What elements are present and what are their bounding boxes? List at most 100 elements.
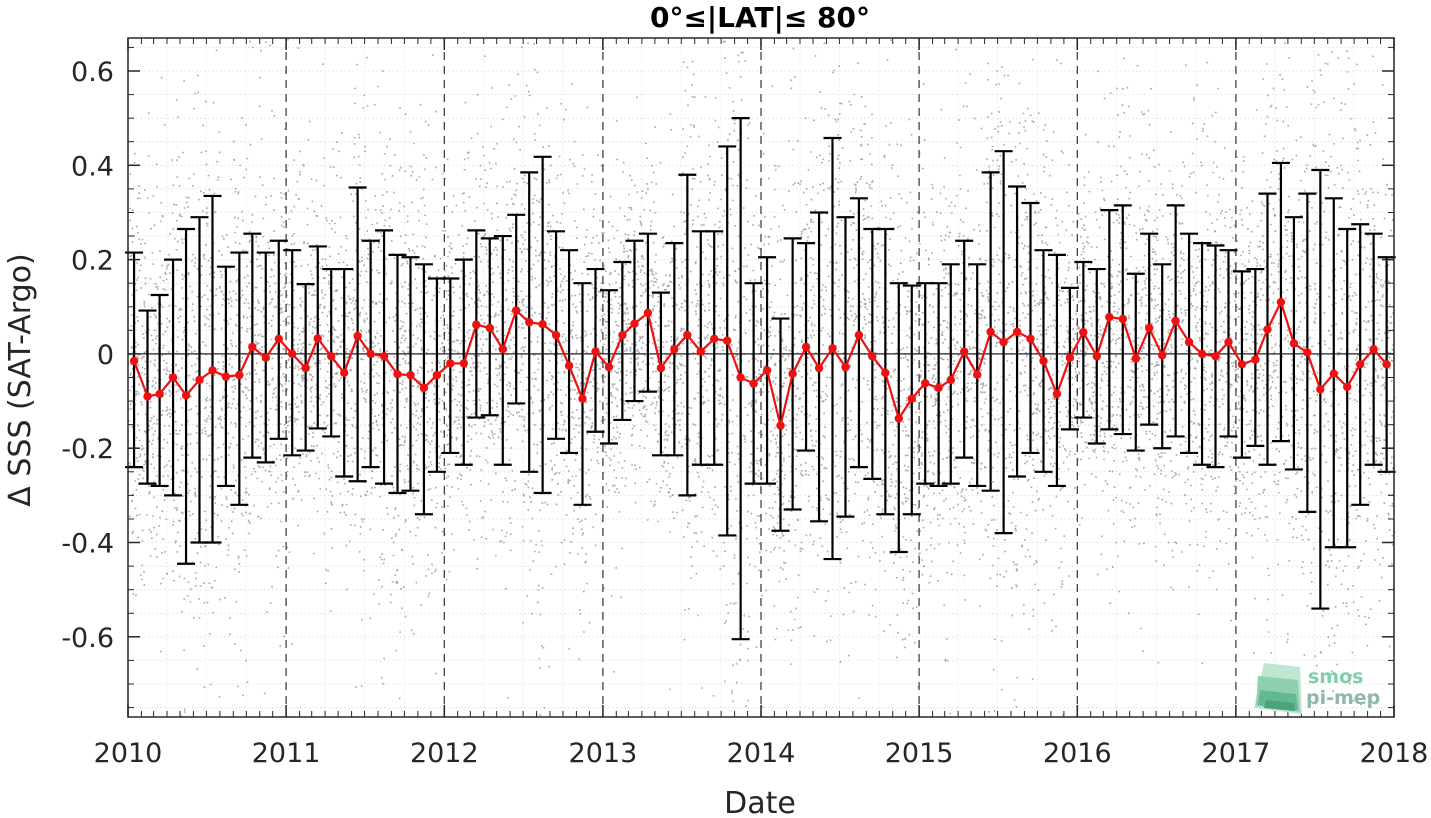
mean-point — [143, 392, 152, 401]
x-tick-label: 2016 — [1043, 738, 1112, 769]
logo-text-smos: smos — [1308, 666, 1363, 688]
mean-point — [181, 391, 191, 400]
mean-point — [934, 383, 943, 393]
mean-point — [999, 337, 1008, 347]
mean-point — [419, 383, 429, 393]
mean-point — [327, 352, 336, 361]
y-tick-label: 0.6 — [71, 57, 114, 88]
year-gridlines — [285, 38, 1237, 717]
y-tick-label: 0 — [97, 340, 114, 371]
mean-point — [366, 349, 375, 359]
mean-point — [591, 347, 600, 356]
mean-point — [868, 352, 877, 361]
y-tick-label: -0.6 — [61, 623, 114, 654]
mean-point — [261, 353, 270, 362]
mean-point — [274, 334, 283, 343]
mean-point — [498, 345, 507, 354]
mean-point — [854, 330, 864, 340]
mean-point — [525, 318, 534, 327]
mean-point — [538, 320, 547, 329]
mean-point — [776, 421, 785, 430]
mean-point — [340, 368, 349, 377]
mean-series — [129, 297, 1391, 430]
mean-point — [406, 370, 415, 380]
mean-point — [1052, 389, 1062, 399]
mean-point — [512, 306, 521, 315]
x-axis-label: Date — [724, 786, 796, 818]
y-tick-label: 0.2 — [71, 246, 114, 277]
logo-text-pi-mep: pi-mep — [1306, 687, 1380, 709]
mean-point — [168, 373, 178, 382]
mean-point — [841, 362, 850, 372]
mean-point — [618, 330, 627, 340]
mean-point — [907, 394, 916, 403]
mean-point — [946, 375, 955, 385]
mean-point — [814, 363, 824, 373]
y-tick-label: -0.4 — [61, 529, 114, 560]
mean-point — [1211, 352, 1220, 361]
mean-point — [1369, 345, 1378, 354]
mean-point — [459, 359, 468, 368]
mean-point — [578, 394, 587, 403]
mean-point — [710, 334, 719, 343]
smos-logo: smos pi-mep — [1254, 663, 1380, 714]
mean-point — [353, 331, 362, 341]
mean-point — [643, 308, 653, 318]
x-tick-labels: 2010 2011 2012 2013 2014 2015 2016 2017 2018 — [94, 738, 1429, 769]
mean-point — [301, 363, 310, 373]
chart-title: 0°≤|LAT|≤ 80° — [650, 1, 870, 34]
mean-point — [881, 368, 890, 377]
x-tick-label: 2011 — [252, 738, 321, 769]
mean-point — [1131, 354, 1141, 363]
mean-point — [379, 352, 389, 361]
mean-point — [921, 379, 930, 388]
mean-point — [472, 320, 481, 329]
mean-point — [736, 373, 745, 382]
mean-point — [313, 334, 322, 343]
mean-point — [564, 361, 574, 370]
y-axis-label: Δ SSS (SAT-Argo) — [3, 253, 38, 506]
mean-point — [1012, 327, 1022, 336]
mean-point — [762, 366, 772, 375]
x-tick-label: 2017 — [1202, 738, 1271, 769]
mean-point — [670, 345, 679, 354]
mean-point — [1356, 360, 1365, 369]
mean-point — [221, 372, 231, 381]
x-tick-label: 2015 — [885, 738, 954, 769]
mean-point — [960, 347, 969, 356]
mean-point — [801, 342, 811, 352]
mean-point — [630, 319, 639, 328]
mean-point — [1263, 325, 1272, 334]
mean-point — [656, 363, 666, 373]
mean-point — [1145, 323, 1154, 333]
mean-point — [1184, 337, 1194, 347]
mean-point — [1329, 369, 1339, 378]
mean-point — [1303, 348, 1312, 357]
y-tick-label: -0.2 — [61, 434, 114, 465]
mean-point — [129, 356, 139, 366]
mean-point — [894, 414, 903, 423]
scatter-cloud — [128, 38, 1396, 718]
mean-point — [1224, 337, 1233, 347]
mean-point — [723, 336, 732, 345]
mean-point — [1158, 351, 1167, 360]
x-tick-label: 2012 — [410, 738, 479, 769]
mean-point — [1171, 316, 1180, 326]
mean-point — [1118, 314, 1128, 324]
mean-point — [485, 323, 494, 333]
mean-point — [788, 369, 797, 378]
mean-point — [155, 389, 164, 399]
mean-point — [1092, 352, 1102, 361]
mean-point — [288, 349, 297, 359]
mean-point — [1065, 353, 1075, 362]
mean-point — [393, 370, 402, 379]
x-tick-label: 2018 — [1360, 738, 1429, 769]
mean-point — [749, 379, 758, 388]
mean-point — [604, 362, 614, 372]
mean-point — [1276, 297, 1286, 307]
mean-point — [1316, 385, 1325, 394]
mean-point — [235, 370, 244, 380]
mean-point — [446, 359, 455, 368]
mean-point — [1251, 355, 1260, 364]
